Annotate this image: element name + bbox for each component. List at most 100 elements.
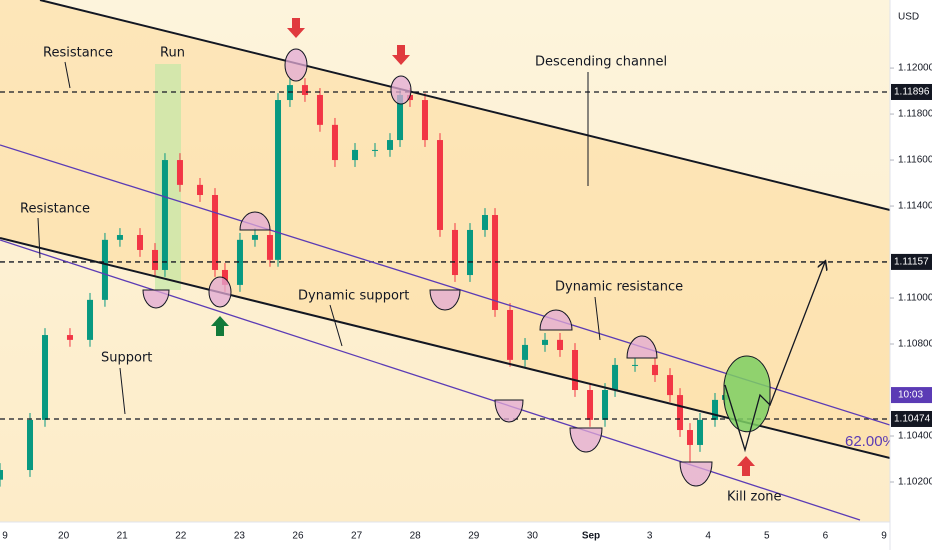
candle-body [451,229,458,276]
x-tick-label: 22 [175,531,187,542]
candle-body [652,364,659,376]
candle-body [301,85,308,95]
y-tick-label: 1.12000 [898,63,932,74]
candle-body [275,100,282,260]
candle-body [632,364,639,366]
price-label-box [891,410,932,427]
candle-body [602,390,609,420]
time-axis [0,522,890,550]
annotation: Kill zone [727,490,782,505]
y-tick-label: 1.10200 [898,477,932,488]
candle-body [152,249,159,270]
candle-body [27,419,34,471]
candle-body [697,419,704,445]
candle-body [587,390,594,420]
candle-body [251,235,258,240]
x-tick-label: Sep [582,531,600,542]
annotation: Descending channel [535,55,667,70]
candle-body [542,339,549,345]
annotation: Resistance [43,46,113,61]
touch-markers [142,48,713,487]
pointers [37,61,601,415]
channel-top [39,0,891,211]
candle-body [137,235,144,250]
candle-body [197,184,204,196]
price-label: 1.10474 [894,414,931,425]
candle-body [667,375,674,396]
countdown: 10:03 [898,390,923,401]
price-label-box [891,83,932,100]
candle-body [116,235,123,240]
candle-body [0,470,3,480]
candle-body [686,430,693,445]
candle-body [387,140,394,150]
x-tick-label: 21 [117,531,129,542]
x-tick-label: 28 [410,531,422,542]
price-axis [890,0,932,550]
annotation: Support [101,351,152,366]
x-tick-label: 3 [647,531,653,542]
annotation: Run [160,46,185,61]
y-tick-label: 1.11000 [898,293,932,304]
candle-body [612,364,619,391]
x-tick-label: 5 [764,531,770,542]
candle-body [316,94,323,125]
x-tick-label: 29 [468,531,480,542]
x-tick-label: 9 [881,531,887,542]
candle-body [371,149,378,151]
candle-body [481,215,488,230]
candle-body [352,149,359,161]
price-label: 1.11896 [894,87,930,98]
y-tick-label: 1.10400 [898,431,932,442]
x-tick-label: 6 [823,531,829,542]
y-tick-label: 1.11400 [898,201,932,212]
projection-arrow [724,262,825,453]
candle-body [176,160,183,185]
currency: USD [898,12,919,23]
x-tick-label: 20 [58,531,70,542]
candle-body [87,299,94,340]
y-tick-label: 1.11600 [898,155,932,166]
candle-body [712,399,719,420]
plot-background [0,0,890,522]
y-tick-label: 1.10800 [898,339,932,350]
candle-body [66,335,73,340]
annotation: Dynamic resistance [555,280,683,295]
candle-body [466,229,473,276]
purple-lower [0,239,861,521]
x-tick-label: 23 [234,531,246,542]
channel-fill [0,0,890,458]
annotation: 62.00% [845,433,896,450]
arrows [211,18,755,476]
candle-body [236,239,243,285]
annotation: Resistance [20,202,90,217]
annotation: Dynamic support [298,289,409,304]
candle-body [101,239,108,300]
kill-zone [723,355,771,433]
candle-body [677,395,684,431]
countdown-box [891,387,932,404]
x-tick-label: 27 [351,531,363,542]
candle-body [42,335,49,420]
candle-body [557,339,564,350]
price-label-box [891,253,932,270]
y-tick-label: 1.11800 [898,109,932,120]
run-zone [155,64,181,290]
x-tick-label: 30 [527,531,539,542]
candle-body [221,269,228,285]
candle-body [161,160,168,270]
x-tick-label: 26 [292,531,304,542]
candle-body [266,235,273,260]
candle-body [436,140,443,230]
candle-body [572,349,579,391]
candle-body [522,344,529,360]
candle-body [507,309,514,360]
x-tick-label: 9 [2,531,8,542]
candle-body [212,195,219,270]
candle-body [421,100,428,141]
candle-body [397,94,404,141]
price-label: 1.11157 [894,257,929,268]
candle-body [331,124,338,161]
x-tick-label: 4 [705,531,711,542]
